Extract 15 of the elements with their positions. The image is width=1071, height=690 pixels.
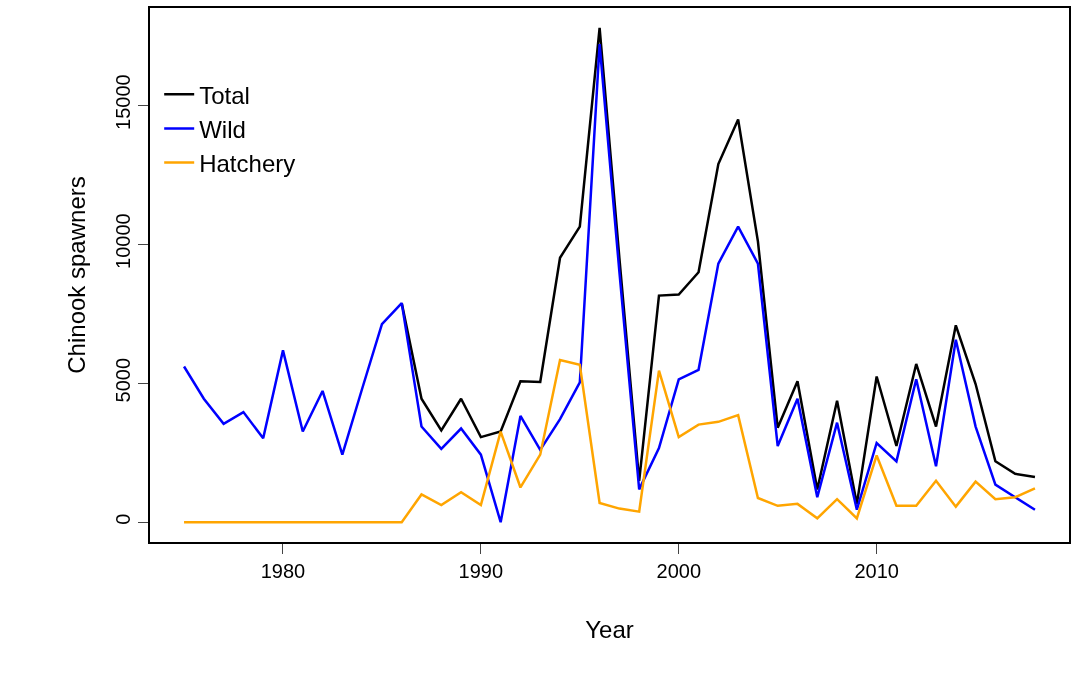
line-series <box>182 358 1037 524</box>
legend-label: Wild <box>199 115 246 143</box>
y-tick-label: 0 <box>112 513 135 525</box>
x-axis-title: Year <box>585 615 634 643</box>
legend-label: Hatchery <box>199 149 296 177</box>
y-tick-label: 15000 <box>112 74 135 130</box>
y-tick-label: 10000 <box>112 213 135 269</box>
legend-label: Total <box>199 81 250 109</box>
x-tick-label: 1980 <box>260 559 306 582</box>
x-tick-label: 1990 <box>458 559 504 582</box>
x-tick-label: 2010 <box>854 559 899 582</box>
x-tick-label: 2000 <box>656 559 702 582</box>
y-axis-title: Chinook spawners <box>62 176 90 374</box>
y-tick-label: 5000 <box>112 357 135 403</box>
line-series <box>182 42 1037 524</box>
